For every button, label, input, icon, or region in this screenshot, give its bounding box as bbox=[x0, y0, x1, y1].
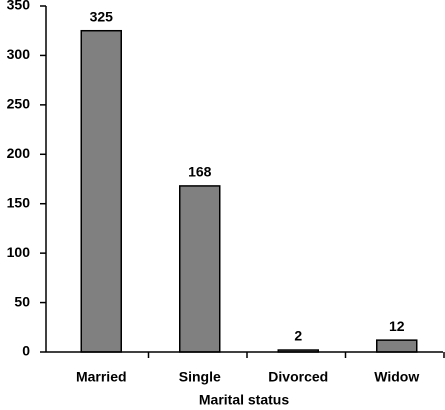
y-tick-label: 100 bbox=[7, 244, 31, 260]
y-tick-label: 300 bbox=[7, 46, 31, 62]
y-tick-label: 250 bbox=[7, 96, 31, 112]
x-axis-title: Marital status bbox=[199, 392, 289, 408]
x-tick-label: Married bbox=[76, 369, 127, 385]
y-tick-label: 350 bbox=[7, 0, 31, 13]
data-label: 12 bbox=[389, 318, 405, 334]
bar bbox=[80, 29, 122, 353]
data-label: 325 bbox=[90, 8, 114, 24]
y-tick-label: 200 bbox=[7, 145, 31, 161]
data-label: 168 bbox=[188, 164, 212, 180]
bar bbox=[376, 339, 418, 353]
y-tick-label: 150 bbox=[7, 194, 31, 210]
y-tick-label: 0 bbox=[22, 343, 30, 359]
x-tick-label: Single bbox=[179, 369, 221, 385]
bar bbox=[179, 185, 221, 353]
y-tick-label: 50 bbox=[14, 293, 30, 309]
x-tick-label: Divorced bbox=[268, 369, 328, 385]
x-tick-label: Widow bbox=[374, 369, 419, 385]
data-label: 2 bbox=[294, 328, 302, 344]
